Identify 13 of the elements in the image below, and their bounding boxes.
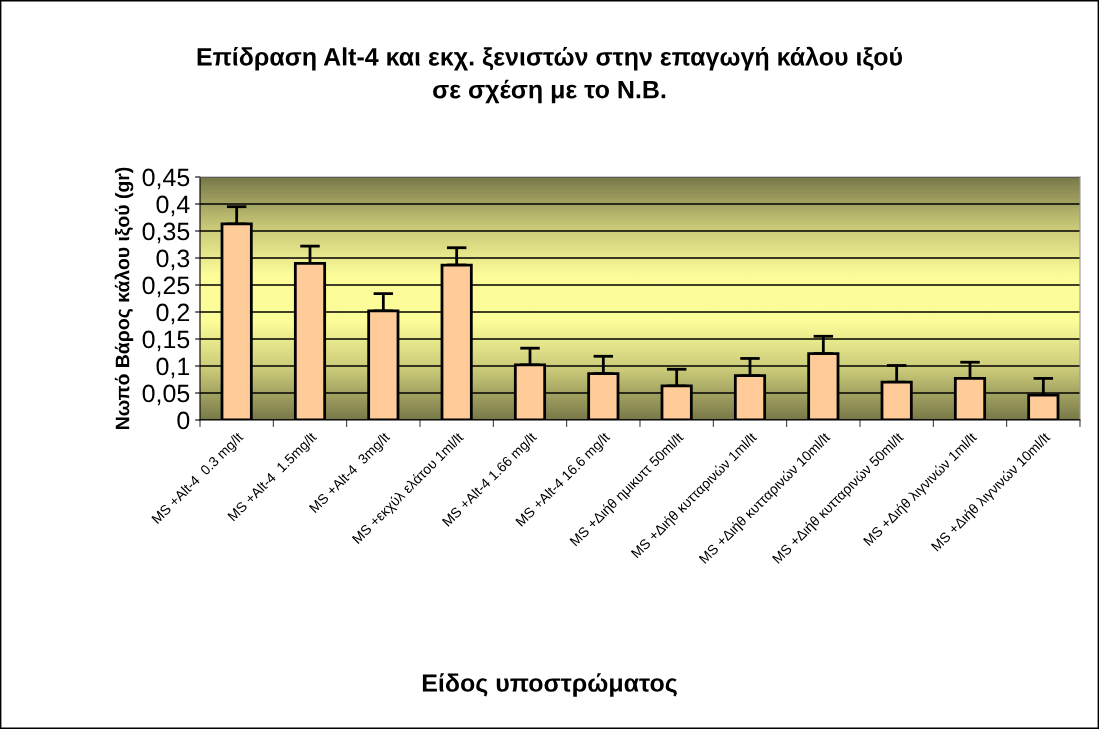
x-axis-title: Είδος υποστρώματος [422, 673, 677, 697]
y-tick-label: 0,25 [142, 276, 190, 298]
y-tick-label: 0,2 [156, 303, 190, 325]
y-axis-title: Νωπό Βάρος κάλου ιξού (gr) [114, 167, 134, 430]
y-tick-label: 0,1 [156, 357, 190, 379]
y-tick-label: 0,05 [142, 384, 190, 406]
y-tick-label: 0 [177, 411, 190, 430]
y-tick-label: 0,3 [156, 249, 190, 271]
y-tick-label: 0,15 [142, 330, 190, 352]
y-tick-label: 0,35 [142, 222, 190, 244]
y-tick-label: 0,4 [156, 195, 190, 217]
chart-title: Επίδραση Alt-4 και εκχ. ξενιστών στην επαγωγή κάλου ιξού σε σχέση με το Ν.Β. [197, 46, 903, 104]
y-tick-label: 0,45 [142, 168, 190, 190]
